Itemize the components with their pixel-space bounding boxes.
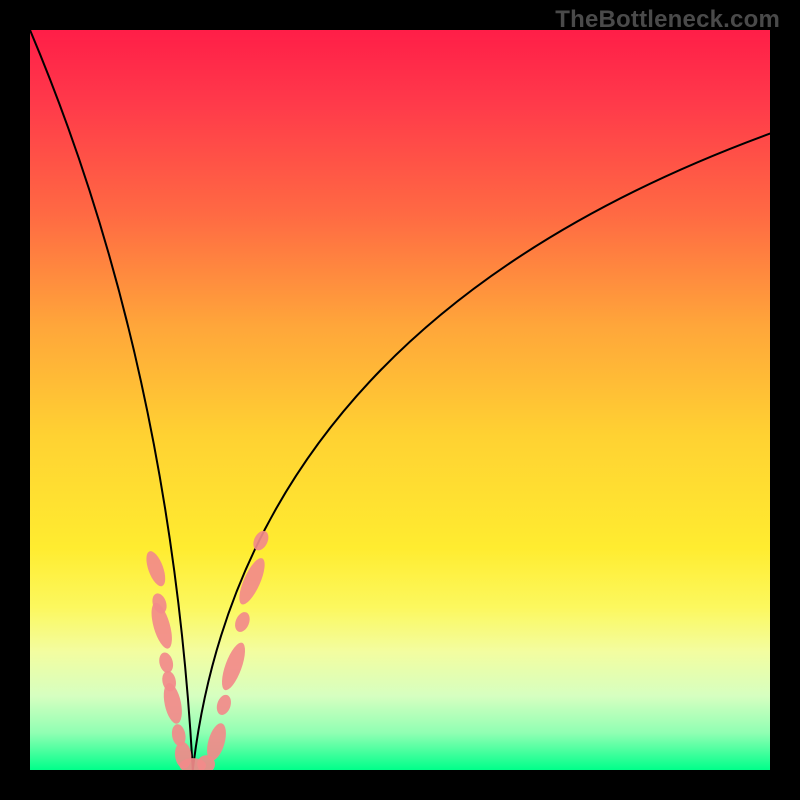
marker-group (143, 528, 272, 770)
curve-marker (217, 640, 250, 693)
curve-marker (161, 681, 186, 725)
bottleneck-curve (30, 30, 770, 770)
plot-area (30, 30, 770, 770)
watermark-text: TheBottleneck.com (555, 6, 780, 34)
curve-layer (30, 30, 770, 770)
curve-marker (147, 601, 176, 651)
curve-marker (250, 528, 271, 552)
curve-marker (234, 555, 269, 608)
curve-marker (214, 693, 233, 717)
curve-marker (157, 651, 175, 674)
curve-marker (143, 549, 170, 589)
curve-marker (232, 610, 252, 634)
